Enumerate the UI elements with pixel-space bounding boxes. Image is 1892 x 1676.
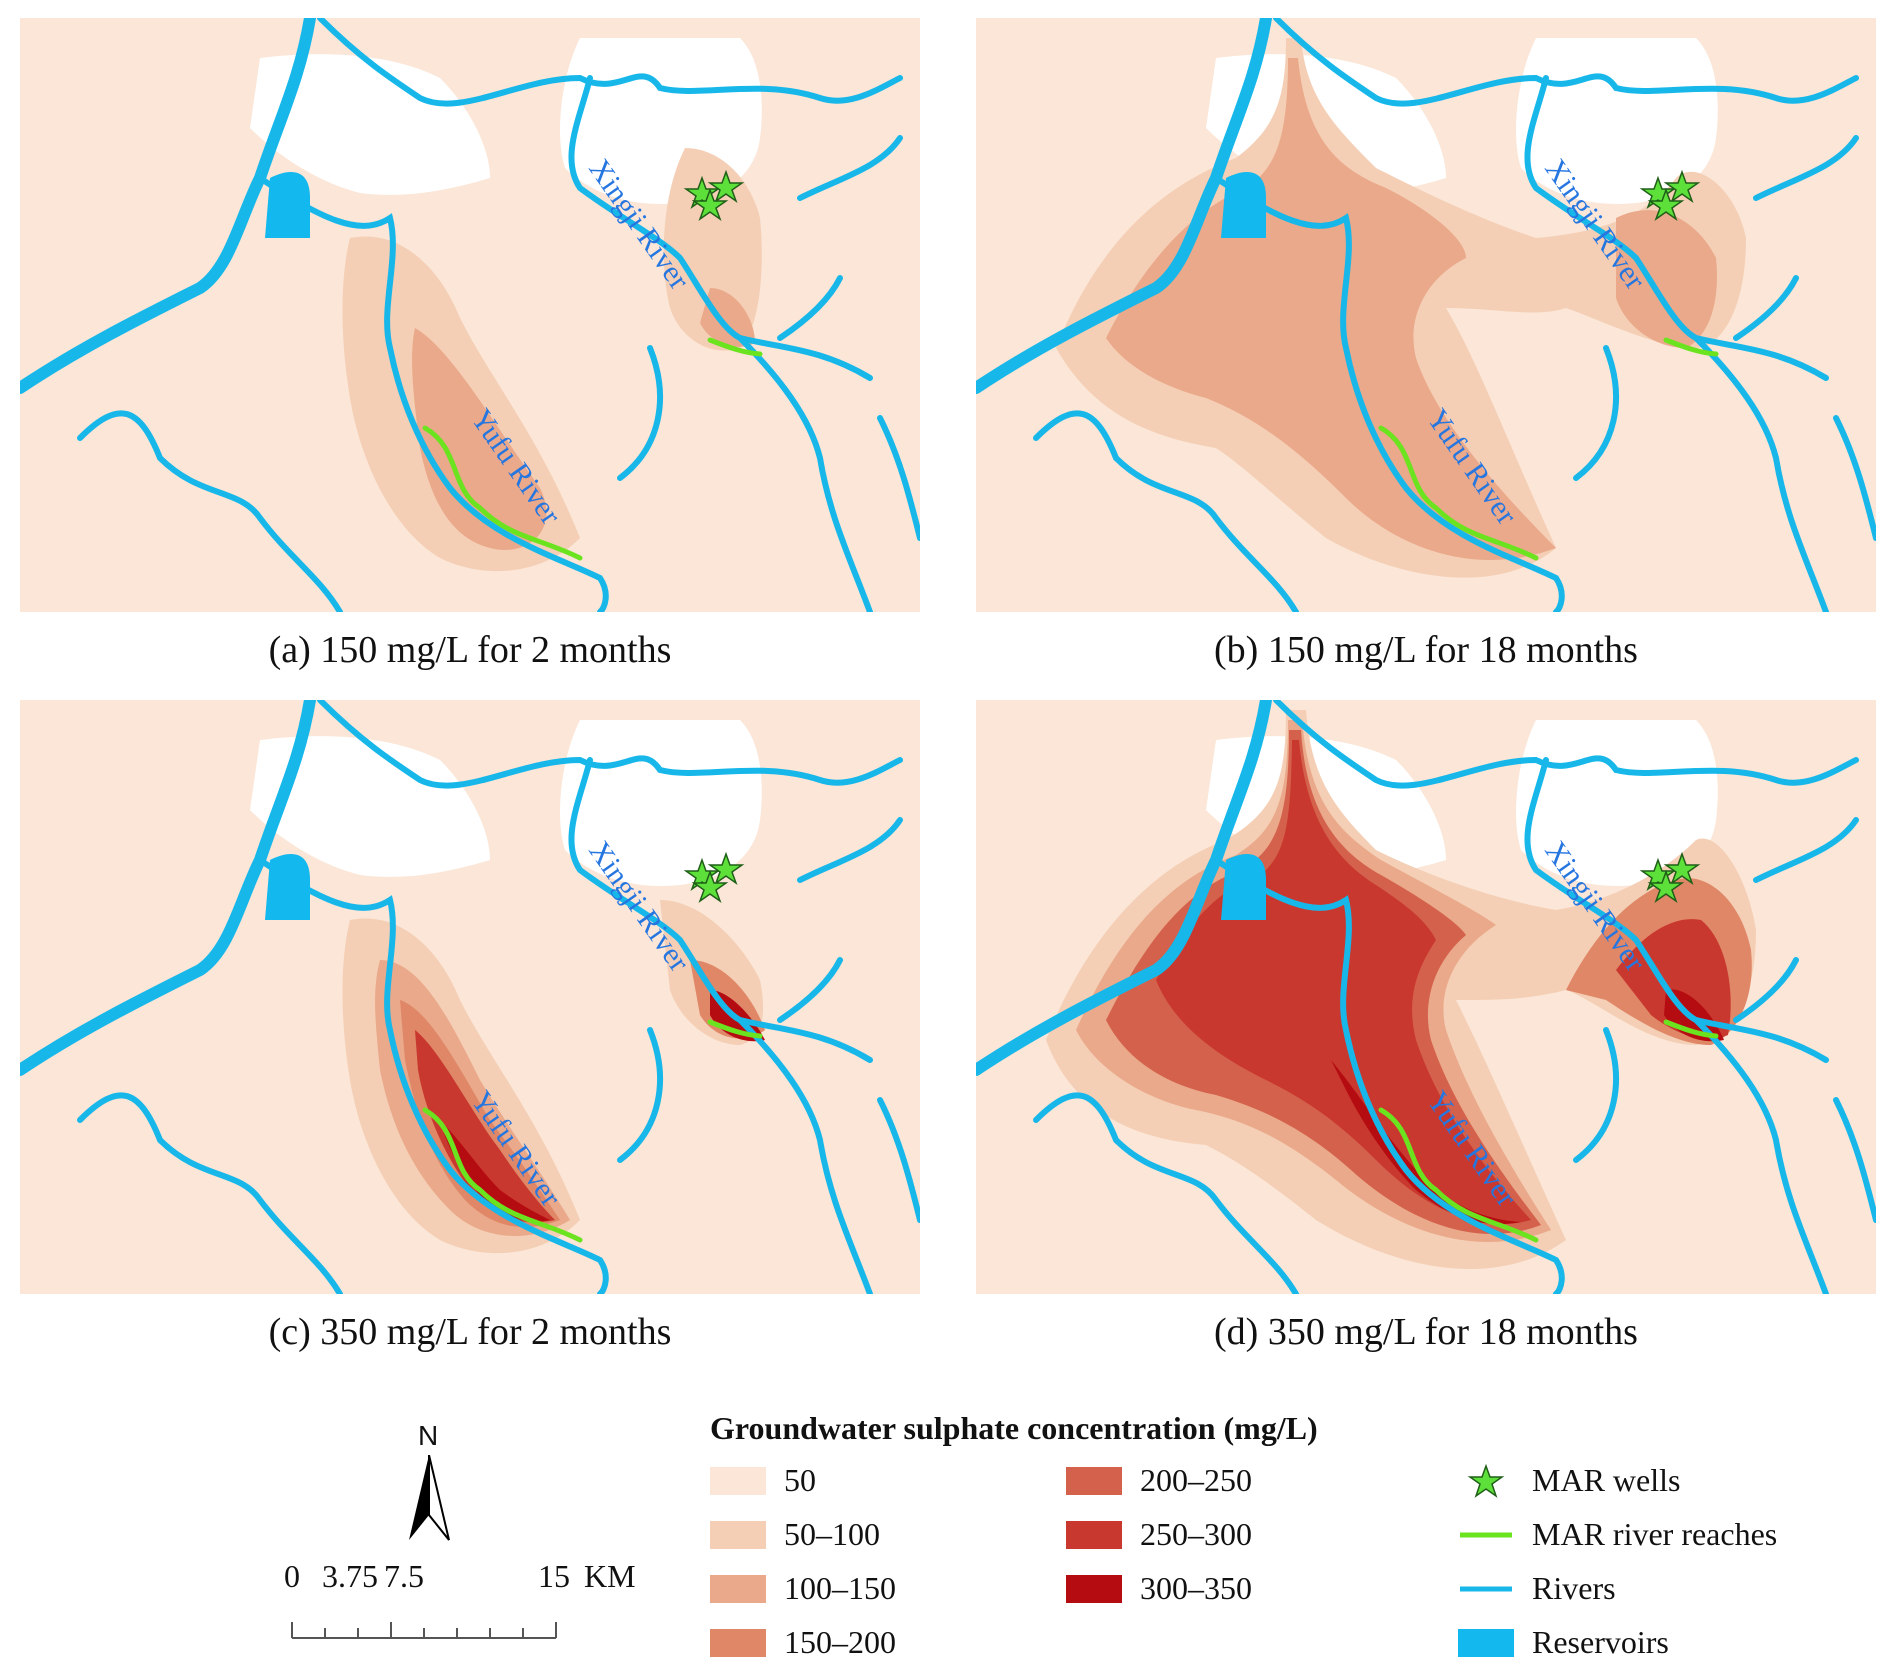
legend-swatch <box>1066 1520 1122 1549</box>
legend-item-50-100: 50–100 <box>710 1516 880 1553</box>
legend-item-300-350: 300–350 <box>1066 1570 1252 1607</box>
scale-tick-2: 7.5 <box>384 1558 424 1594</box>
legend-rivers: Rivers <box>1458 1570 1616 1607</box>
legend-swatch <box>1066 1574 1122 1603</box>
legend-item-100-150: 100–150 <box>710 1570 896 1607</box>
caption-d: (d) 350 mg/L for 18 months <box>1214 1311 1638 1353</box>
legend-swatch <box>1066 1466 1122 1495</box>
scale-unit: KM <box>584 1558 636 1594</box>
legend-label: 100–150 <box>784 1570 896 1606</box>
legend-item-50: 50 <box>710 1462 816 1499</box>
legend-label: 200–250 <box>1140 1462 1252 1498</box>
scale-bar <box>291 1622 557 1639</box>
map-panel-b: Xingji River Yufu River <box>976 18 1876 612</box>
blue-line-icon <box>1460 1586 1512 1591</box>
legend-swatch <box>710 1574 766 1603</box>
scale-tick-0: 0 <box>284 1558 300 1594</box>
reservoir-swatch <box>1458 1628 1514 1657</box>
north-arrow-icon <box>409 1455 450 1541</box>
north-arrow-label: N <box>418 1420 439 1451</box>
legend-reservoirs: Reservoirs <box>1458 1624 1669 1661</box>
legend-label: MAR wells <box>1532 1462 1681 1498</box>
legend-label: Rivers <box>1532 1570 1616 1606</box>
caption-a: (a) 150 mg/L for 2 months <box>268 629 672 671</box>
map-panel-c: Xingji River Yufu River <box>20 700 920 1294</box>
legend-label: 300–350 <box>1140 1570 1252 1606</box>
legend-label: 150–200 <box>784 1624 896 1660</box>
legend-swatch <box>710 1466 766 1495</box>
scale-tick-1: 3.75 <box>322 1558 378 1594</box>
legend-mar-wells: MAR wells <box>1458 1462 1680 1499</box>
legend-label: MAR river reaches <box>1532 1516 1778 1552</box>
legend-swatch <box>710 1628 766 1657</box>
caption-c: (c) 350 mg/L for 2 months <box>268 1311 672 1353</box>
green-line-icon <box>1460 1532 1512 1537</box>
map-panel-d: Xingji River Yufu River <box>976 700 1876 1294</box>
legend-label: 50–100 <box>784 1516 880 1552</box>
star-icon <box>1467 1463 1505 1498</box>
mar-wells <box>683 169 745 221</box>
legend-mar-river-reaches: MAR river reaches <box>1458 1516 1777 1553</box>
scale-tick-3: 15 <box>538 1558 570 1594</box>
mar-river-reaches <box>422 337 763 561</box>
legend-item-150-200: 150–200 <box>710 1624 896 1661</box>
legend-label: 50 <box>784 1462 816 1498</box>
map-panel-a: Xingji River Yufu River <box>20 18 920 612</box>
legend-item-250-300: 250–300 <box>1066 1516 1252 1553</box>
legend-swatch <box>710 1520 766 1549</box>
caption-b: (b) 150 mg/L for 18 months <box>1214 629 1638 671</box>
legend-item-200-250: 200–250 <box>1066 1462 1252 1499</box>
rivers <box>20 18 920 612</box>
legend-label: 250–300 <box>1140 1516 1252 1552</box>
legend-label: Reservoirs <box>1532 1624 1669 1660</box>
legend-title: Groundwater sulphate concentration (mg/L… <box>710 1410 1318 1446</box>
